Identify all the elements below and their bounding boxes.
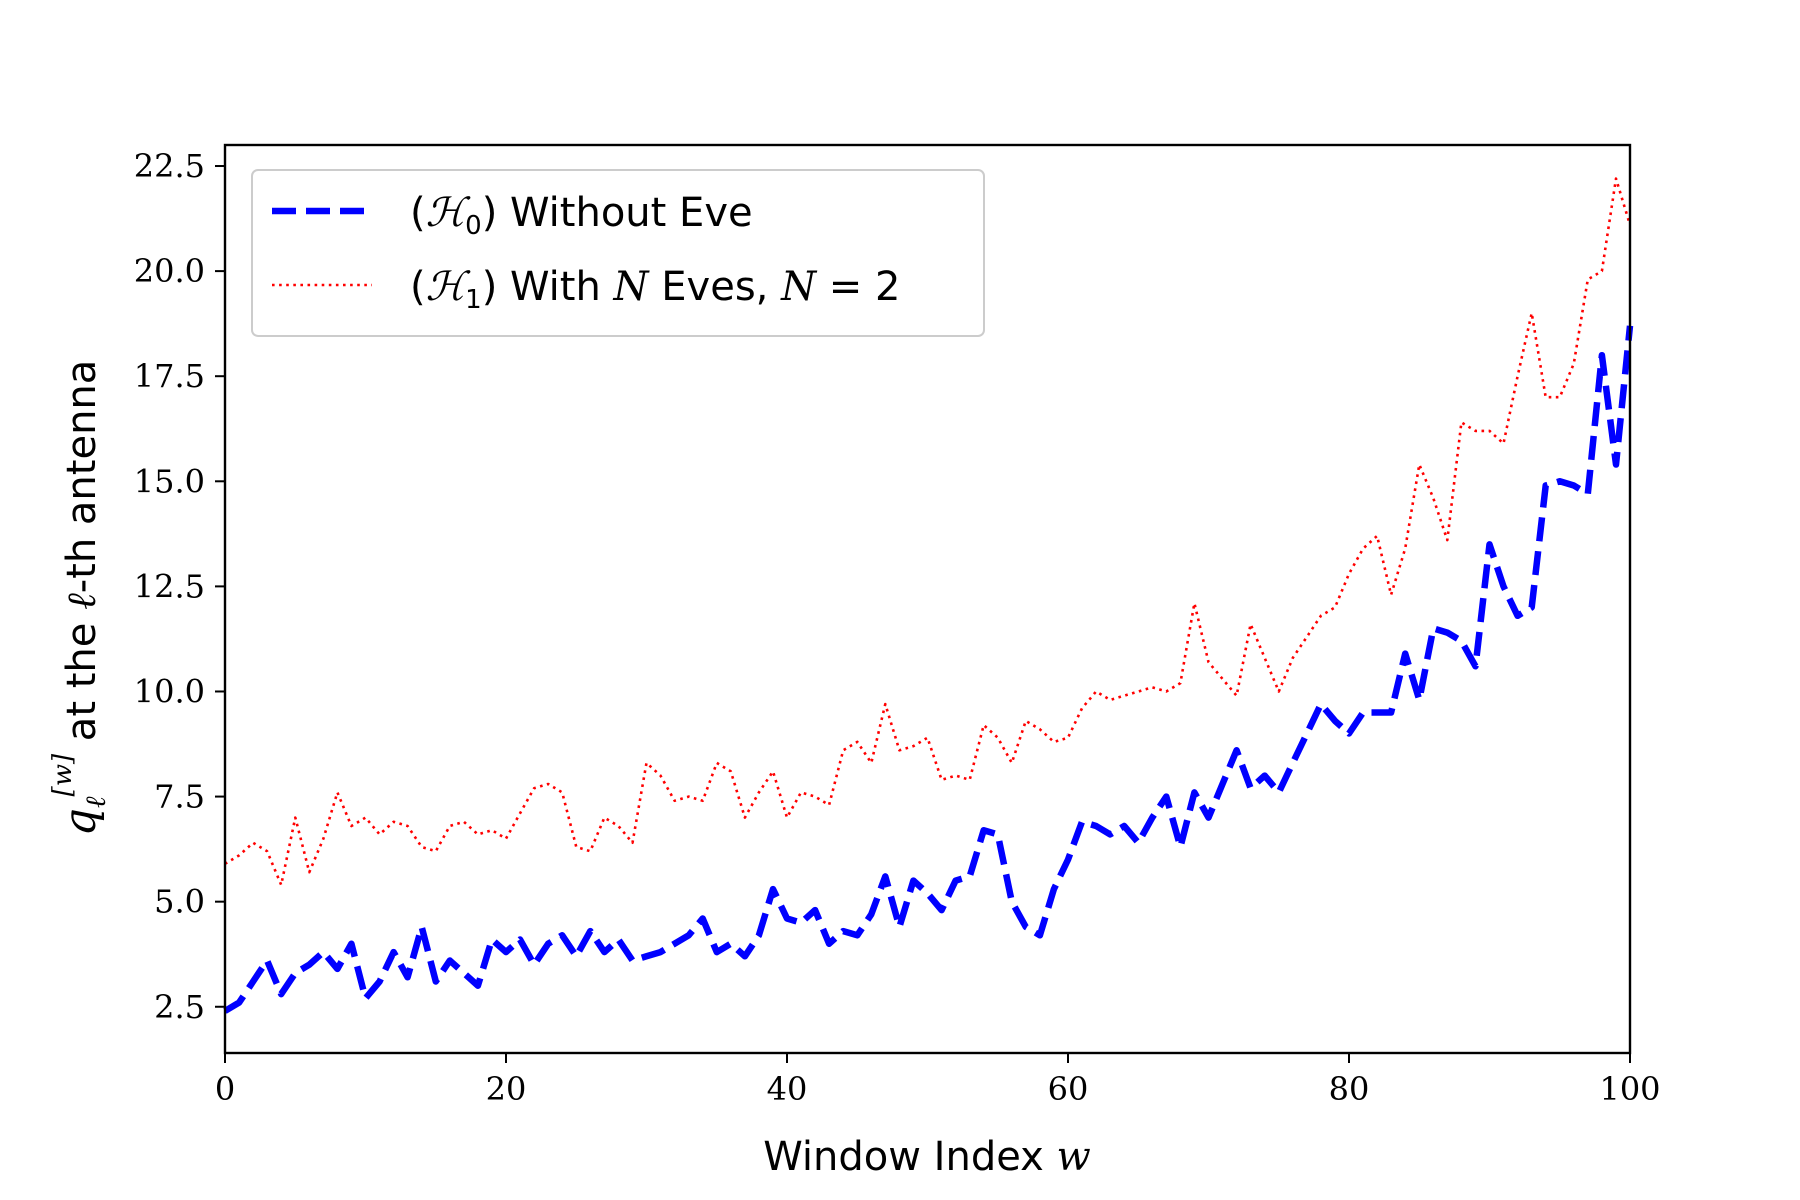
y-tick-label: 15.0: [134, 462, 205, 500]
x-tick-label: 80: [1329, 1070, 1370, 1108]
x-tick-label: 40: [767, 1070, 808, 1108]
x-axis-label: Window Index w: [763, 1134, 1091, 1180]
x-tick-label: 100: [1599, 1070, 1660, 1108]
y-tick-label: 10.0: [134, 672, 205, 710]
x-axis-ticks: 0 20 40 60 80 100: [215, 1053, 1661, 1108]
x-tick-label: 20: [486, 1070, 527, 1108]
legend-box: [251, 169, 985, 337]
y-tick-label: 22.5: [134, 147, 205, 185]
y-tick-label: 2.5: [154, 988, 205, 1026]
svg-text:qℓ[w] at the ℓ-th antenna: qℓ[w] at the ℓ-th antenna: [48, 360, 112, 837]
x-tick-label: 0: [215, 1070, 235, 1108]
legend: (ℋ0) Without Eve (ℋ1) With N Eves, N = 2: [251, 169, 985, 337]
y-tick-label: 12.5: [134, 567, 205, 605]
y-tick-label: 20.0: [134, 252, 205, 290]
legend-label-h0: (ℋ0) Without Eve: [410, 190, 753, 241]
y-tick-label: 17.5: [134, 357, 205, 395]
y-axis-label: qℓ[w] at the ℓ-th antenna: [48, 360, 112, 837]
legend-label-h1: (ℋ1) With N Eves, N = 2: [410, 264, 901, 315]
y-axis-ticks: 2.5 5.0 7.5 10.0 12.5 15.0 17.5 20.0 22.5: [134, 147, 225, 1026]
x-tick-label: 60: [1048, 1070, 1089, 1108]
series-layer: [223, 177, 1634, 1014]
plot-frame: [223, 143, 1632, 1055]
y-tick-label: 7.5: [154, 778, 205, 816]
y-tick-label: 5.0: [154, 883, 205, 921]
series-line-h0: [223, 325, 1634, 1014]
series-line-h1: [224, 177, 1632, 887]
